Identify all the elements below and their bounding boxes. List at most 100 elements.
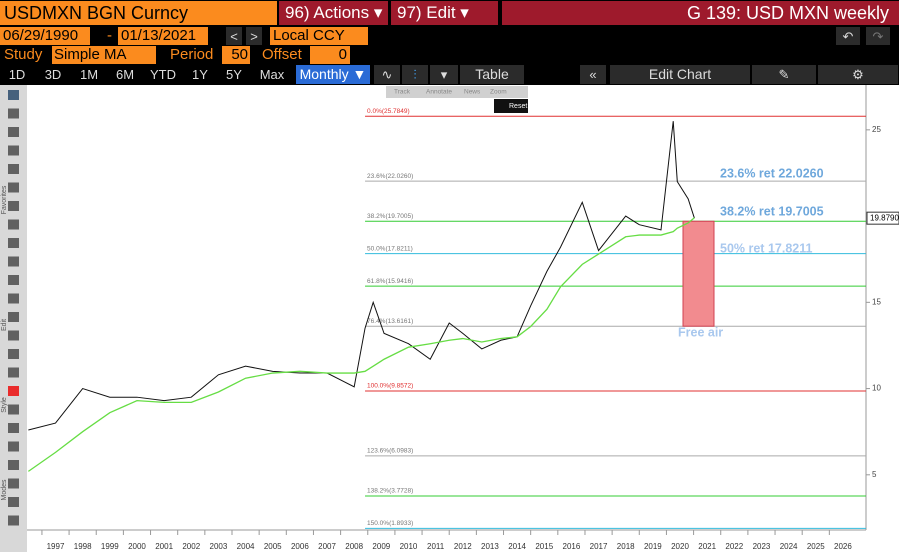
chart-tools	[386, 86, 528, 98]
tool-icon	[8, 478, 19, 489]
x-tick-label: 2015	[535, 542, 553, 551]
y-tick-label: 25	[872, 125, 881, 134]
x-tick-label: 2006	[291, 542, 309, 551]
fib-label: 76.4%(13.6161)	[367, 318, 413, 325]
tool-icon	[8, 367, 19, 378]
function-title: G 139: USD MXN weekly	[502, 1, 899, 25]
tool-icon	[8, 515, 19, 526]
next-arrow[interactable]: >	[246, 27, 262, 45]
frequency[interactable]: Monthly ▼	[296, 65, 370, 84]
x-tick-label: 2022	[725, 542, 743, 551]
x-tick-label: 2024	[780, 542, 798, 551]
start-date[interactable]: 06/29/1990	[0, 27, 90, 45]
side-label: Style	[1, 397, 8, 413]
x-axis-background	[27, 530, 899, 552]
tool-icon	[8, 386, 19, 396]
plot-background	[27, 85, 866, 530]
date-dash: -	[107, 27, 112, 44]
currency[interactable]: Local CCY	[270, 27, 368, 45]
fib-label: 100.0%(9.8572)	[367, 383, 413, 390]
edit-chart[interactable]: Edit Chart	[610, 65, 750, 84]
tool-icon	[8, 423, 19, 433]
range-button[interactable]: 1Y	[184, 65, 216, 84]
side-label: Modes	[1, 479, 8, 501]
range-button[interactable]: 1M	[72, 65, 106, 84]
x-tick-label: 2001	[155, 542, 173, 551]
x-tick-label: 2005	[264, 542, 282, 551]
annotation: 50% ret 17.8211	[720, 241, 812, 255]
range-button[interactable]: 6M	[108, 65, 142, 84]
settings[interactable]: ⚙	[818, 65, 898, 84]
annotation: Free air	[678, 325, 723, 339]
security[interactable]: USDMXN BGN Curncy	[0, 1, 277, 25]
style-menu[interactable]: ▾	[430, 65, 458, 84]
range-button[interactable]: Max	[252, 65, 292, 84]
x-tick-label: 1998	[74, 542, 92, 551]
line-style[interactable]: ∿	[374, 65, 400, 84]
study-label: Study	[4, 46, 43, 63]
chart-tool[interactable]: Track	[394, 89, 411, 96]
x-tick-label: 2018	[617, 542, 635, 551]
x-tick-label: 2008	[345, 542, 363, 551]
last-price-label: 19.8790	[870, 213, 899, 222]
table-button[interactable]: Table	[460, 65, 524, 84]
tool-icon	[8, 441, 19, 452]
price-line	[28, 121, 695, 431]
chart-tool[interactable]: Annotate	[426, 89, 452, 96]
x-tick-label: 2002	[182, 542, 200, 551]
axis-background	[866, 85, 899, 530]
fib-label: 61.8%(15.9416)	[367, 278, 413, 285]
tool-icon	[8, 127, 19, 137]
x-tick-label: 2014	[508, 542, 526, 551]
annotation: 23.6% ret 22.0260	[720, 166, 824, 180]
range-button[interactable]: 1D	[0, 65, 34, 84]
x-tick-label: 2021	[698, 542, 716, 551]
x-tick-label: 2009	[372, 542, 390, 551]
collapse[interactable]: «	[580, 65, 606, 84]
edit-menu[interactable]: 97) Edit ▾	[391, 1, 498, 25]
fib-label: 50.0%(17.8211)	[367, 245, 413, 252]
y-tick-label: 10	[872, 384, 881, 393]
x-tick-label: 2023	[753, 542, 771, 551]
study[interactable]: Simple MA	[52, 46, 156, 64]
offset-label: Offset	[262, 46, 302, 63]
x-tick-label: 2016	[563, 542, 581, 551]
offset[interactable]: 0	[310, 46, 350, 64]
fib-label: 123.6%(6.0983)	[367, 448, 413, 455]
tool-icon	[8, 349, 19, 359]
draw-tool[interactable]: ✎	[752, 65, 816, 84]
chart-tool[interactable]: Zoom	[490, 89, 507, 96]
x-tick-label: 2012	[454, 542, 472, 551]
bar-style[interactable]: ⫶	[402, 65, 428, 84]
moving-average-line	[27, 217, 695, 472]
free-air-box	[682, 220, 715, 327]
x-tick-label: 2026	[834, 542, 852, 551]
undo[interactable]: ↶	[836, 27, 860, 45]
end-date[interactable]: 01/13/2021	[118, 27, 208, 45]
range-button[interactable]: 5Y	[218, 65, 250, 84]
range-button[interactable]: YTD	[144, 65, 182, 84]
x-tick-label: 2010	[400, 542, 418, 551]
period-label: Period	[170, 46, 214, 63]
chart-tool[interactable]: News	[464, 89, 481, 96]
fib-label: 23.6%(22.0260)	[367, 173, 413, 180]
actions-menu[interactable]: 96) Actions ▾	[279, 1, 388, 25]
redo[interactable]: ↷	[866, 27, 890, 45]
fib-label: 38.2%(19.7005)	[367, 213, 413, 220]
x-tick-label: 2011	[427, 542, 445, 551]
x-tick-label: 2025	[807, 542, 825, 551]
period[interactable]: 50	[222, 46, 250, 64]
x-tick-label: 1997	[47, 542, 65, 551]
tool-icon	[8, 164, 19, 174]
tool-icon	[8, 219, 19, 230]
tool-icon	[8, 312, 19, 322]
fib-label: 0.0%(25.7849)	[367, 108, 410, 115]
tool-icon	[8, 256, 19, 267]
annotation: 38.2% ret 19.7005	[720, 204, 824, 218]
tool-icon	[8, 404, 19, 415]
y-tick-label: 5	[872, 470, 877, 479]
prev-arrow[interactable]: <	[226, 27, 242, 45]
range-button[interactable]: 3D	[36, 65, 70, 84]
reset-button[interactable]: Reset	[509, 103, 527, 110]
y-tick-label: 15	[872, 297, 881, 306]
